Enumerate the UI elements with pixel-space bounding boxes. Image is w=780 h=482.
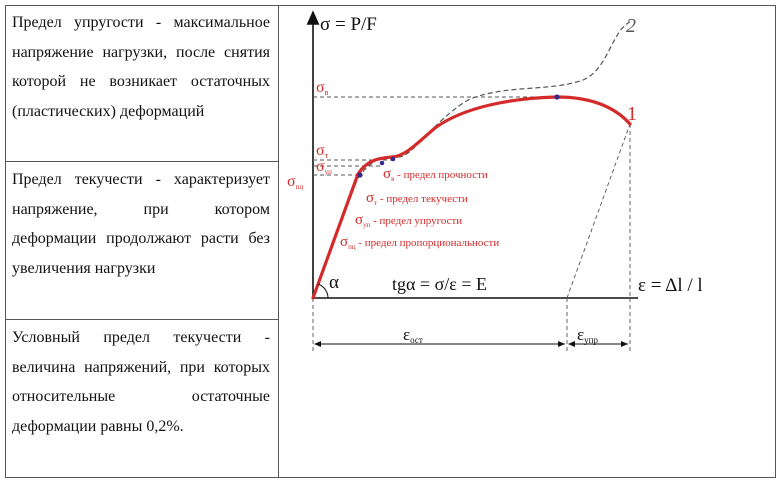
curve-2-label: 2 xyxy=(626,15,636,37)
eps-ost-label: εост xyxy=(403,325,423,345)
sigma-up-label: σуп xyxy=(316,158,332,176)
elastic-limit-point xyxy=(380,161,385,166)
stress-strain-diagram: σ = P/F ε = Δl / l 2 1 α tgα = σ/ε = E σ… xyxy=(0,0,780,482)
sigma-pts-label: σпц xyxy=(287,173,303,191)
ultimate-strength-point xyxy=(554,94,559,99)
legend-item: σпц - предел пропорциональности xyxy=(340,234,499,251)
curve-1 xyxy=(313,97,630,298)
alpha-label: α xyxy=(329,272,339,293)
x-axis-label: ε = Δl / l xyxy=(638,275,703,296)
yield-point xyxy=(391,157,396,162)
proportional-limit-point xyxy=(357,172,362,177)
legend: σв - предел прочности σт - предел текуче… xyxy=(340,166,499,251)
legend-item: σуп - предел упругости xyxy=(355,212,462,229)
formula: tgα = σ/ε = E xyxy=(392,274,487,294)
alpha-arc xyxy=(318,284,328,298)
eps-upr-label: εупр xyxy=(577,325,598,345)
legend-item: σт - предел текучести xyxy=(366,190,468,207)
y-axis-label: σ = P/F xyxy=(320,14,377,35)
legend-item: σв - предел прочности xyxy=(383,166,488,183)
curve-1-label: 1 xyxy=(627,103,637,125)
sigma-v-label: σв xyxy=(316,79,329,97)
